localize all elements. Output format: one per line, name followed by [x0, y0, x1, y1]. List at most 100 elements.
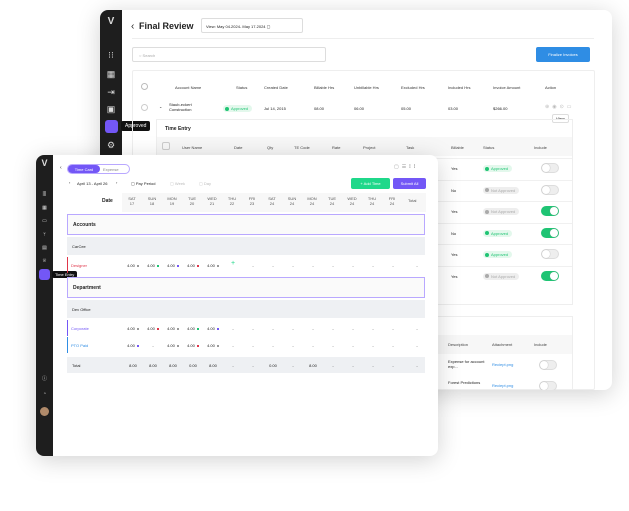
view-icon[interactable]: ◉: [552, 104, 560, 110]
time-cell[interactable]: -: [312, 263, 314, 268]
include-toggle[interactable]: [541, 227, 559, 238]
time-cell[interactable]: 4.00: [204, 343, 222, 348]
back-arrow-icon[interactable]: ‹: [131, 21, 135, 32]
time-cell[interactable]: -: [392, 326, 394, 331]
submit-all-button[interactable]: Submit All: [393, 178, 426, 189]
column-header[interactable]: Excluded Hrs: [401, 85, 425, 90]
include-toggle[interactable]: [541, 270, 559, 281]
bell-icon[interactable]: ◔: [42, 391, 47, 397]
tab-time-card[interactable]: Time Card: [68, 165, 100, 173]
time-cell[interactable]: -: [232, 343, 234, 348]
column-header[interactable]: Account Name: [175, 85, 202, 90]
info-icon[interactable]: ⓘ: [41, 376, 47, 382]
time-cell[interactable]: 4.00: [164, 343, 182, 348]
time-cell[interactable]: -: [352, 263, 354, 268]
back-arrow-icon[interactable]: ‹: [60, 165, 62, 171]
time-cell[interactable]: 4.00: [164, 326, 182, 331]
attachment-link[interactable]: Reciept.png: [492, 383, 514, 388]
time-cell[interactable]: -: [392, 343, 394, 348]
entry-name[interactable]: Designer: [71, 263, 88, 268]
column-header[interactable]: Status: [236, 85, 248, 90]
section-header[interactable]: Department: [67, 277, 425, 298]
time-cell[interactable]: -: [252, 263, 254, 268]
time-cell[interactable]: 4.00: [144, 263, 162, 268]
trophy-icon[interactable]: ♕: [42, 258, 47, 264]
row-checkbox[interactable]: [141, 104, 148, 111]
option-pay-period[interactable]: ▢ Pay Period: [131, 181, 156, 186]
section-header[interactable]: Accounts: [67, 214, 425, 235]
time-cell[interactable]: -: [332, 326, 334, 331]
time-cell[interactable]: -: [252, 326, 254, 331]
time-cell[interactable]: -: [416, 263, 418, 268]
monitor-icon[interactable]: ▣: [106, 104, 116, 114]
time-cell[interactable]: 4.00: [204, 263, 222, 268]
account-name[interactable]: Staub-eckert Construction: [169, 102, 192, 112]
export-icon[interactable]: ⇥: [107, 87, 115, 97]
time-entry-select-all[interactable]: [162, 142, 170, 150]
column-header[interactable]: Unbillable Hrs: [354, 85, 379, 90]
include-toggle[interactable]: [539, 381, 557, 390]
time-cell[interactable]: 4.00: [184, 343, 202, 348]
briefcase-icon[interactable]: ▭: [42, 218, 47, 224]
include-toggle[interactable]: [541, 249, 559, 259]
finalize-invoices-button[interactable]: Finalize Invoices: [536, 47, 590, 62]
time-cell[interactable]: -: [416, 326, 418, 331]
column-header[interactable]: Created Date: [264, 85, 288, 90]
document-icon[interactable]: ▤: [42, 245, 47, 251]
time-cell[interactable]: 4.00: [124, 326, 142, 331]
time-cell[interactable]: 4.00: [204, 326, 222, 331]
settings-icon[interactable]: ⚙: [106, 140, 116, 150]
search-input[interactable]: ○ Search: [132, 47, 326, 62]
include-toggle[interactable]: [541, 163, 559, 173]
time-cell[interactable]: -: [372, 343, 374, 348]
card-view-icon[interactable]: ▢: [394, 164, 402, 170]
dashboard-icon[interactable]: ▦: [106, 69, 116, 79]
time-cell[interactable]: -: [252, 343, 254, 348]
column-header[interactable]: Included Hrs: [448, 85, 471, 90]
time-cell[interactable]: 4.00: [124, 343, 142, 348]
expand-chevron-icon[interactable]: ⌄: [159, 104, 163, 109]
time-cell[interactable]: -: [272, 263, 274, 268]
date-range-picker[interactable]: View: May 04.2024- May 17.2024 ▢: [201, 18, 303, 33]
time-cell[interactable]: 4.00: [184, 263, 202, 268]
time-cell[interactable]: -: [292, 326, 294, 331]
include-toggle[interactable]: [539, 360, 557, 370]
option-day[interactable]: ▢ Day: [199, 181, 212, 186]
add-icon[interactable]: ⊕: [545, 104, 553, 110]
time-cell[interactable]: 4.00: [124, 263, 142, 268]
time-cell[interactable]: -: [312, 326, 314, 331]
time-cell[interactable]: -: [272, 326, 274, 331]
comment-icon[interactable]: ▭: [566, 104, 575, 110]
column-header[interactable]: Action: [545, 85, 557, 90]
column-header[interactable]: Billable Hrs: [314, 85, 335, 90]
next-period-icon[interactable]: ›: [116, 180, 118, 185]
time-cell[interactable]: -: [292, 263, 294, 268]
time-cell[interactable]: -: [292, 343, 294, 348]
time-cell[interactable]: -: [232, 326, 234, 331]
include-toggle[interactable]: [541, 184, 559, 195]
time-cell[interactable]: 4.00: [144, 326, 162, 331]
avatar[interactable]: [40, 407, 49, 416]
time-cell[interactable]: -: [372, 326, 374, 331]
time-cell[interactable]: -: [272, 343, 274, 348]
time-cell[interactable]: -: [332, 343, 334, 348]
time-cell[interactable]: 4.00: [164, 263, 182, 268]
add-time-button[interactable]: + Add Time: [351, 178, 390, 189]
time-cell[interactable]: -: [352, 343, 354, 348]
time-cell[interactable]: -: [352, 326, 354, 331]
column-header[interactable]: Invoice Amount: [493, 85, 521, 90]
entry-name[interactable]: PTO Paid: [71, 343, 89, 348]
time-cell[interactable]: 4.00: [184, 326, 202, 331]
time-cell[interactable]: -: [392, 263, 394, 268]
include-toggle[interactable]: [541, 206, 559, 216]
menu-icon[interactable]: |||: [42, 191, 47, 197]
attachment-link[interactable]: Reciept.png: [492, 362, 514, 367]
hierarchy-icon[interactable]: ᛘ: [42, 232, 46, 238]
grid-view-icon[interactable]: ⁞⁞: [409, 164, 418, 170]
add-entry-icon[interactable]: +: [230, 260, 236, 267]
tab-expense[interactable]: Expense: [103, 167, 119, 172]
list-view-icon[interactable]: ☰: [401, 164, 410, 170]
prev-period-icon[interactable]: ‹: [69, 180, 71, 185]
approved-nav-icon[interactable]: [105, 120, 118, 133]
dashboard-icon[interactable]: ▦: [42, 205, 47, 211]
